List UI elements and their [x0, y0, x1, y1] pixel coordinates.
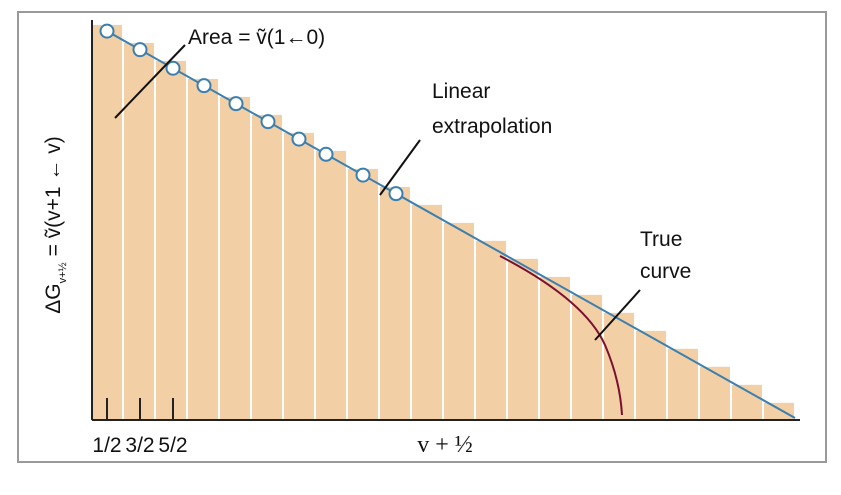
- true-curve-label: True: [640, 228, 682, 251]
- linear-label: extrapolation: [432, 115, 552, 138]
- y-axis-label: ΔGv+½ = ṽ(v+1 ← v): [42, 136, 69, 314]
- bar: [540, 276, 570, 420]
- leader-line: [379, 139, 421, 196]
- bar: [316, 150, 346, 420]
- bar: [764, 402, 794, 420]
- data-point: [99, 23, 115, 39]
- y-label-sub: v+½: [57, 262, 69, 283]
- bar: [508, 258, 538, 420]
- bar: [348, 168, 378, 420]
- bars: [92, 24, 794, 421]
- bar: [124, 42, 154, 420]
- bar: [668, 348, 698, 420]
- bar: [92, 24, 122, 421]
- data-point: [291, 131, 307, 147]
- bar: [252, 114, 282, 420]
- data-point: [196, 78, 212, 94]
- bar: [412, 204, 442, 420]
- leader-line: [594, 289, 641, 341]
- bar: [604, 312, 634, 420]
- leader-line: [114, 44, 186, 119]
- bar: [284, 132, 314, 420]
- y-label-main: ΔG: [42, 283, 65, 313]
- x-tick-label: 3/2: [125, 434, 154, 457]
- data-point: [388, 186, 404, 202]
- bar: [220, 96, 250, 420]
- data-point: [355, 167, 371, 183]
- data-point: [165, 60, 181, 76]
- bar: [700, 366, 730, 420]
- bar: [444, 222, 474, 420]
- linear-label: Linear: [432, 80, 490, 103]
- bar: [188, 78, 218, 420]
- points: [99, 23, 404, 202]
- bar: [572, 294, 602, 420]
- data-point: [228, 96, 244, 112]
- x-axis-label: v + ½: [417, 432, 473, 458]
- true-curve-label: curve: [640, 260, 691, 283]
- bar: [476, 240, 506, 420]
- y-label-rest: = ṽ(v+1 ← v): [42, 136, 65, 262]
- data-point: [132, 42, 148, 58]
- x-tick-label: 1/2: [92, 434, 121, 457]
- bar: [636, 330, 666, 420]
- bar: [156, 60, 186, 420]
- area-label: Area = ṽ(1←0): [188, 26, 325, 49]
- linear-extrapolation-line: [104, 29, 796, 419]
- data-point: [318, 146, 334, 162]
- x-tick-label: 5/2: [158, 434, 187, 457]
- data-point: [260, 114, 276, 130]
- true-curve: [499, 255, 623, 416]
- bar: [380, 186, 410, 420]
